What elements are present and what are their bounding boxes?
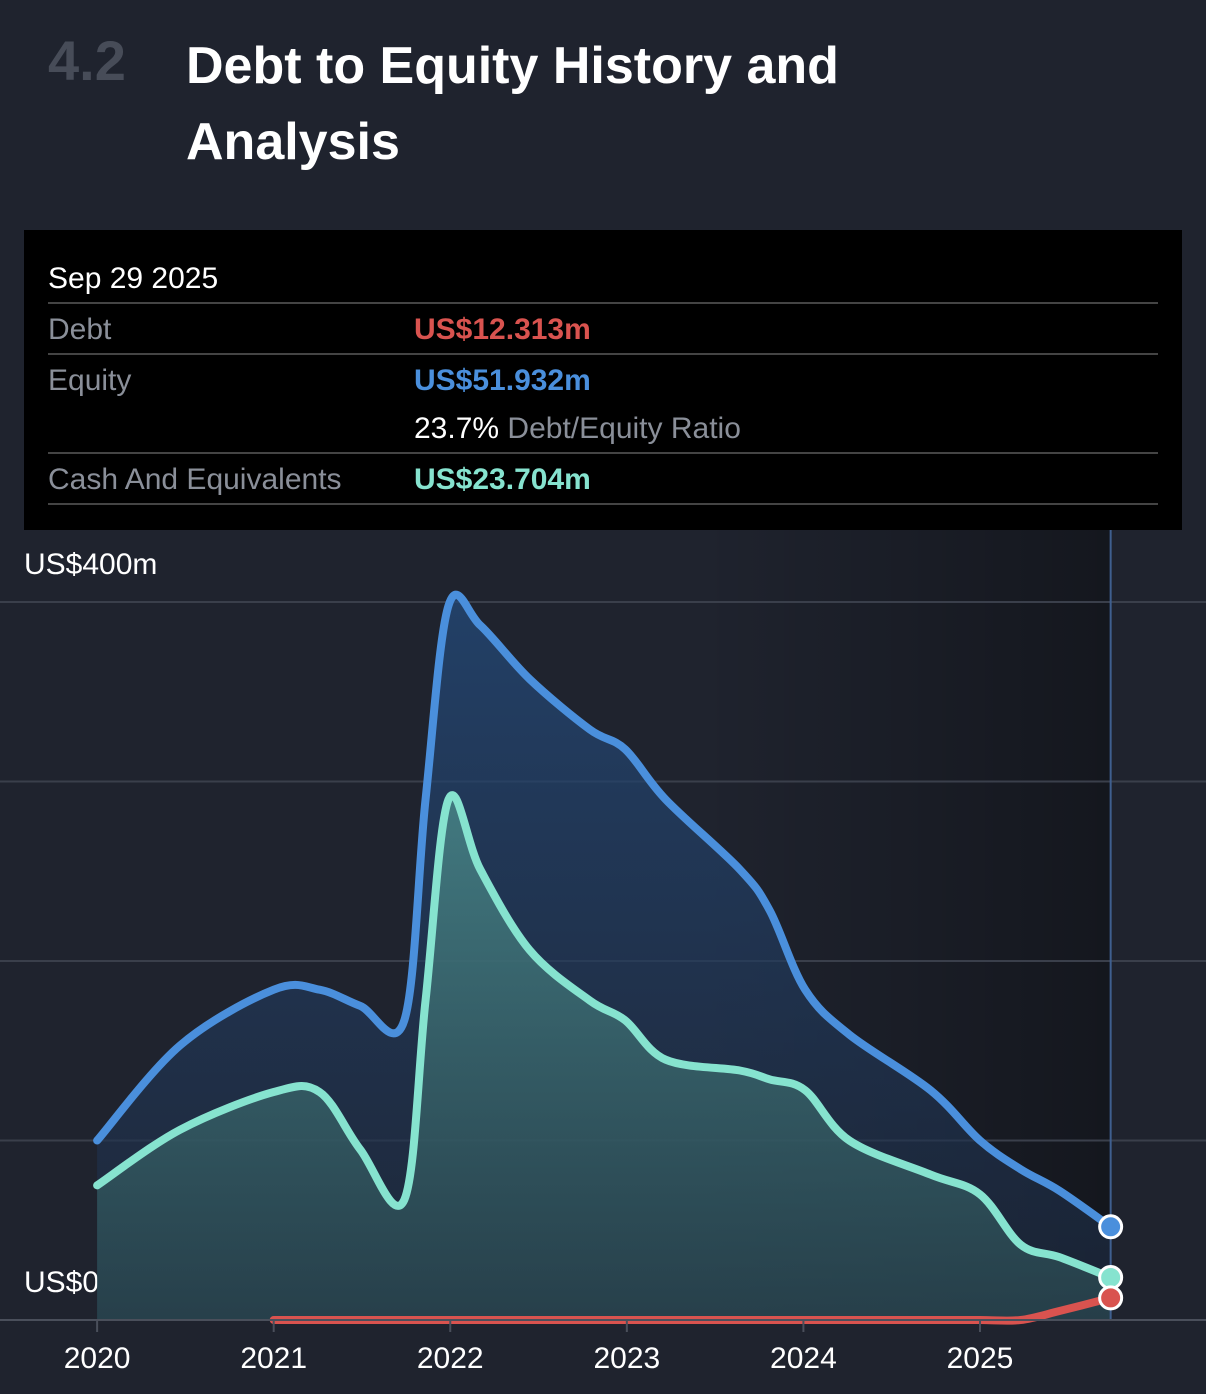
end-point xyxy=(1098,1285,1124,1311)
x-tick-label: 2020 xyxy=(64,1342,131,1375)
x-tick-label: 2022 xyxy=(417,1342,484,1375)
x-tick-label: 2021 xyxy=(240,1342,307,1375)
tooltip-label: Debt xyxy=(48,313,112,346)
x-tick-label: 2024 xyxy=(770,1342,837,1375)
x-tick-label: 2023 xyxy=(593,1342,660,1375)
end-point xyxy=(1098,1264,1124,1290)
end-point xyxy=(1098,1214,1124,1240)
y-tick-label: US$0 xyxy=(24,1266,99,1299)
line xyxy=(93,791,1115,1282)
ratio-number: 23.7% xyxy=(414,412,499,445)
section-number: 4.2 xyxy=(48,29,126,92)
tooltip-label: Equity xyxy=(48,364,131,397)
line xyxy=(93,590,1115,1231)
tooltip-value: US$51.932m xyxy=(414,364,591,397)
x-tick-label: 2025 xyxy=(947,1342,1014,1375)
y-tick-label: US$400m xyxy=(24,548,157,581)
tooltip-label: Cash And Equivalents xyxy=(48,463,342,496)
tooltip-box xyxy=(24,230,1182,530)
tooltip-date: Sep 29 2025 xyxy=(48,262,218,295)
ratio-value: 23.7% Debt/Equity Ratio xyxy=(414,412,741,445)
tooltip-value: US$12.313m xyxy=(414,313,591,346)
tooltip-value: US$23.704m xyxy=(414,463,591,496)
ratio-label: Debt/Equity Ratio xyxy=(507,412,740,445)
page-title: Debt to Equity History and Analysis xyxy=(186,37,839,171)
area xyxy=(97,795,1111,1320)
